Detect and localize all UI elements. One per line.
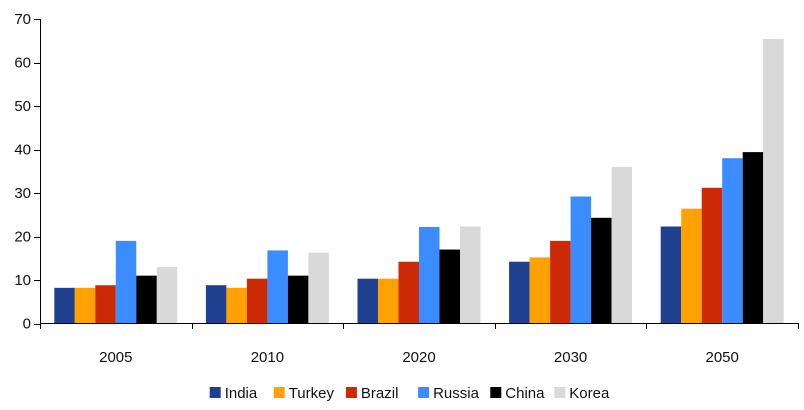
y-tick-label: 40	[14, 142, 31, 159]
bar-turkey-2005	[74, 287, 96, 324]
legend-swatch	[273, 387, 285, 398]
bar-turkey-2010	[226, 287, 247, 324]
bar-russia-2020	[419, 226, 440, 324]
y-tick-label: 20	[14, 229, 31, 246]
x-tick-label: 2030	[554, 349, 587, 366]
legend-label: Russia	[433, 385, 480, 402]
legend-item-turkey: Turkey	[273, 385, 335, 402]
bar-china-2005	[136, 275, 157, 324]
bar-russia-2030	[570, 196, 592, 324]
bar-china-2010	[287, 275, 309, 324]
bar-brazil-2005	[95, 285, 116, 324]
legend-swatch	[345, 387, 357, 398]
legend: India Turkey Brazil Russia China Korea	[209, 385, 610, 402]
legend-swatch	[418, 387, 430, 398]
bar-korea-2030	[611, 166, 633, 324]
bar-india-2050	[660, 226, 682, 324]
x-tick-label: 2005	[99, 349, 132, 366]
bar-china-2020	[439, 249, 460, 324]
legend-label: China	[505, 385, 545, 402]
bars-layer	[54, 39, 784, 324]
legend-label: Brazil	[361, 385, 399, 402]
legend-item-brazil: Brazil	[345, 385, 399, 402]
y-tick-label: 60	[14, 55, 31, 72]
x-ticks: 2005 2010 2020 2030 2050	[40, 323, 799, 366]
x-tick-label: 2020	[402, 349, 435, 366]
legend-label: India	[225, 385, 258, 402]
bar-china-2050	[742, 152, 764, 324]
legend-label: Turkey	[289, 385, 335, 402]
legend-item-china: China	[490, 385, 545, 402]
bar-russia-2010	[267, 250, 288, 324]
bar-india-2030	[509, 261, 530, 324]
legend-item-russia: Russia	[418, 385, 480, 402]
bar-china-2030	[591, 217, 612, 324]
bar-india-2005	[54, 287, 75, 324]
legend-swatch	[554, 387, 566, 398]
bar-korea-2005	[156, 266, 178, 324]
y-tick-label: 70	[14, 11, 31, 28]
x-tick-label: 2050	[706, 349, 739, 366]
bar-turkey-2030	[529, 257, 551, 324]
y-tick-label: 30	[14, 185, 31, 202]
axes-layer	[40, 19, 798, 324]
bar-korea-2050	[763, 39, 784, 324]
bar-brazil-2050	[701, 187, 723, 324]
legend-swatch	[490, 387, 502, 398]
legend-label: Korea	[569, 385, 610, 402]
bar-korea-2010	[308, 252, 329, 324]
bar-turkey-2050	[681, 208, 702, 324]
bar-brazil-2020	[398, 261, 419, 324]
y-tick-label: 0	[23, 316, 31, 333]
bar-korea-2020	[460, 226, 481, 324]
bar-india-2010	[205, 285, 227, 324]
x-tick-label: 2010	[251, 349, 284, 366]
bar-turkey-2020	[378, 278, 399, 324]
legend-item-india: India	[209, 385, 258, 402]
bar-russia-2050	[722, 158, 743, 324]
y-ticks: 0 10 20 30 40 50 60 70	[14, 11, 40, 333]
legend-item-korea: Korea	[554, 385, 610, 402]
y-tick-label: 50	[14, 98, 31, 115]
legend-swatch	[209, 387, 221, 398]
bar-brazil-2010	[246, 278, 268, 324]
y-tick-label: 10	[14, 272, 31, 289]
bar-brazil-2030	[550, 240, 571, 324]
bar-india-2020	[357, 278, 378, 324]
bar-russia-2005	[115, 240, 137, 324]
